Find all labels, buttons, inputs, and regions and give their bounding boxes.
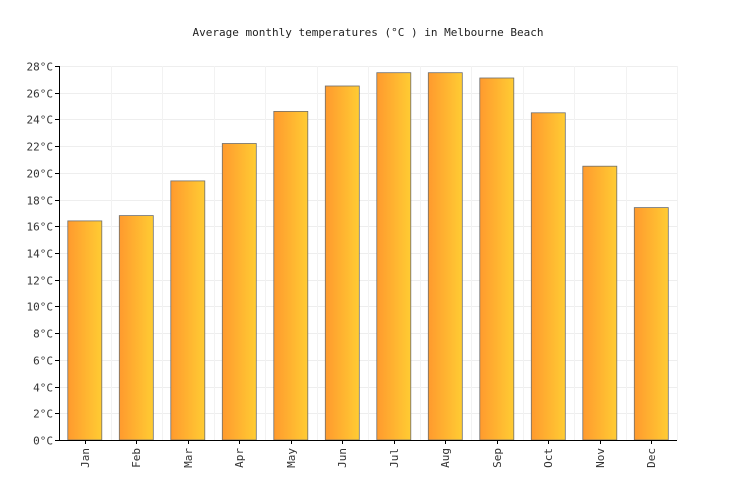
x-tick-label: Feb: [130, 448, 143, 468]
y-tick-label: 22°C: [27, 141, 54, 154]
y-tick-label: 18°C: [27, 195, 54, 208]
x-tick-label: Jun: [336, 448, 349, 468]
y-axis-ticks: 0°C 2°C 4°C 6°C 8°C 10°C 12°C 14°C 16°C 18°C 20°C 2…: [27, 61, 59, 448]
y-tick-label: 26°C: [27, 88, 54, 101]
y-tick-label: 12°C: [27, 275, 54, 288]
bar-may: [273, 111, 309, 441]
bar-jan: [67, 220, 103, 441]
x-tick-label: Mar: [182, 448, 195, 468]
bar-apr: [221, 143, 257, 441]
y-tick-label: 8°C: [33, 328, 53, 341]
bar-jul: [376, 72, 412, 441]
bars: [67, 72, 669, 441]
bar-feb: [118, 215, 154, 441]
x-tick-label: Jan: [79, 448, 92, 468]
y-tick-label: 10°C: [27, 301, 54, 314]
axes: [59, 66, 677, 441]
x-tick-label: Dec: [645, 448, 658, 468]
bar-mar: [170, 180, 206, 441]
bar-nov: [582, 165, 618, 441]
y-tick-label: 16°C: [27, 221, 54, 234]
bar-sep: [479, 77, 515, 441]
x-tick-label: Apr: [233, 448, 246, 468]
y-tick-label: 24°C: [27, 114, 54, 127]
y-tick-label: 4°C: [33, 382, 53, 395]
bar-oct: [530, 112, 566, 441]
x-tick-label: Aug: [439, 448, 452, 468]
x-tick-label: May: [285, 448, 298, 468]
y-tick-label: 28°C: [27, 61, 54, 74]
y-tick-label: 20°C: [27, 168, 54, 181]
bar-jun: [324, 85, 360, 441]
x-tick-label: Oct: [542, 448, 555, 468]
x-tick-label: Nov: [594, 448, 607, 468]
x-axis-ticks: Jan Feb Mar Apr May Jun Jul Aug Sep Oct Nov Dec: [79, 440, 658, 468]
x-tick-label: Sep: [491, 448, 504, 468]
bar-aug: [427, 72, 463, 441]
y-tick-label: 0°C: [33, 435, 53, 448]
y-tick-label: 2°C: [33, 408, 53, 421]
bar-dec: [633, 207, 669, 441]
y-tick-label: 6°C: [33, 355, 53, 368]
chart-title: Average monthly temperatures (°C ) in Me…: [192, 26, 544, 39]
x-tick-label: Jul: [388, 448, 401, 468]
y-tick-label: 14°C: [27, 248, 54, 261]
